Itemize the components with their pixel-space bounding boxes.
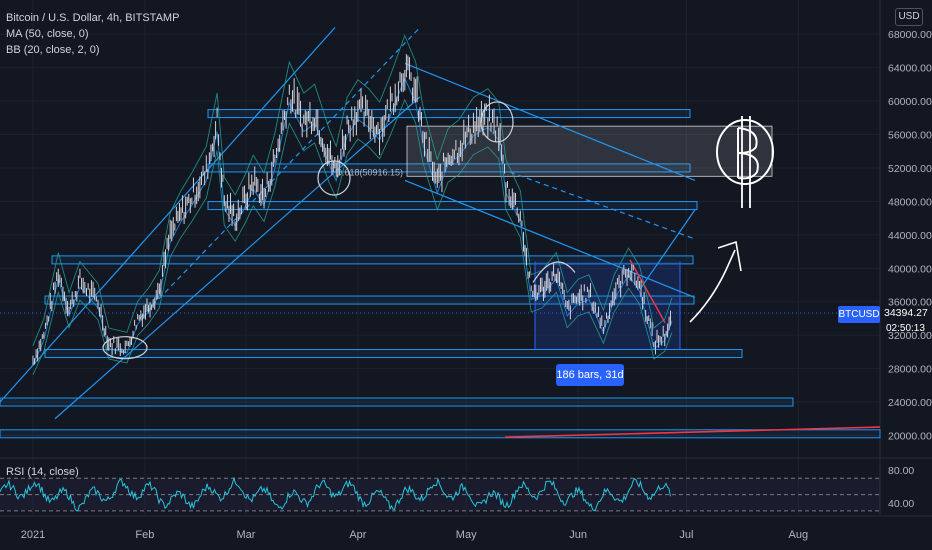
descending-mid-dashed-line [509,171,696,240]
y-tick-label: 36000.00 [888,297,932,309]
bitcoin-logo-circle [716,119,774,185]
y-tick-label: 52000.00 [888,163,932,175]
highlight-circle [317,160,351,196]
x-tick-label: Aug [789,529,809,541]
last-price-label: 34394.27 [882,306,932,321]
date-range-measure-label: 186 bars, 31d [556,364,624,386]
x-tick-label: Jul [679,529,693,541]
support-resistance-zone [0,397,794,407]
bitcoin-logo-b [737,127,759,180]
bollinger-lower-band [32,98,673,375]
support-resistance-zone [44,349,743,359]
fib-level-label: 0.618(50916.15) [337,167,403,177]
y-tick-label: 40000.00 [888,263,932,275]
rsi-tick-label: 80.00 [888,465,914,477]
rsi-line [0,476,671,512]
bar-countdown: 02:50:13 [886,323,925,334]
support-resistance-zone [207,109,691,119]
channel-lower-line [54,96,421,420]
x-tick-label: 2021 [21,529,45,541]
chart-title: Bitcoin / U.S. Dollar, 4h, BITSTAMP [6,12,180,24]
channel-mid-dashed-line [139,27,421,319]
breakout-line [639,209,696,290]
descending-upper-line [404,62,696,182]
rsi-band [0,478,880,511]
y-tick-label: 20000.00 [888,430,932,442]
highlight-arc [532,261,576,283]
y-tick-label: 68000.00 [888,29,932,41]
hand-drawn-arrowhead [717,240,742,272]
y-tick-label: 32000.00 [888,330,932,342]
x-tick-label: May [456,529,477,541]
y-tick-label: 48000.00 [888,196,932,208]
currency-button[interactable]: USD [895,8,923,26]
hand-drawn-arrow [689,249,736,323]
y-tick-label: 24000.00 [888,397,932,409]
resistance-rectangle [406,125,773,177]
symbol-price-tag: BTCUSD [838,306,880,323]
x-tick-label: Jun [569,529,587,541]
short-red-trend-line [629,259,666,323]
highlight-circle [102,336,148,360]
long-term-red-line [504,426,881,438]
y-tick-label: 44000.00 [888,230,932,242]
channel-upper-line [0,27,336,403]
y-tick-label: 64000.00 [888,63,932,75]
support-resistance-zone [207,201,698,211]
support-resistance-zone [51,255,694,265]
ma-indicator-label[interactable]: MA (50, close, 0) [6,28,89,40]
highlight-circle [480,101,514,143]
y-tick-label: 56000.00 [888,130,932,142]
support-resistance-zone [0,429,881,439]
y-tick-label: 28000.00 [888,364,932,376]
support-resistance-zone [44,295,695,305]
x-tick-label: Feb [135,529,154,541]
rsi-tick-label: 40.00 [888,498,914,510]
bollinger-upper-band [32,34,673,346]
moving-average-line [32,76,673,366]
descending-lower-line [404,179,696,299]
x-tick-label: Mar [237,529,256,541]
bb-indicator-label[interactable]: BB (20, close, 2, 0) [6,44,100,56]
y-tick-label: 60000.00 [888,96,932,108]
rsi-indicator-label[interactable]: RSI (14, close) [6,466,79,478]
x-tick-label: Apr [349,529,366,541]
